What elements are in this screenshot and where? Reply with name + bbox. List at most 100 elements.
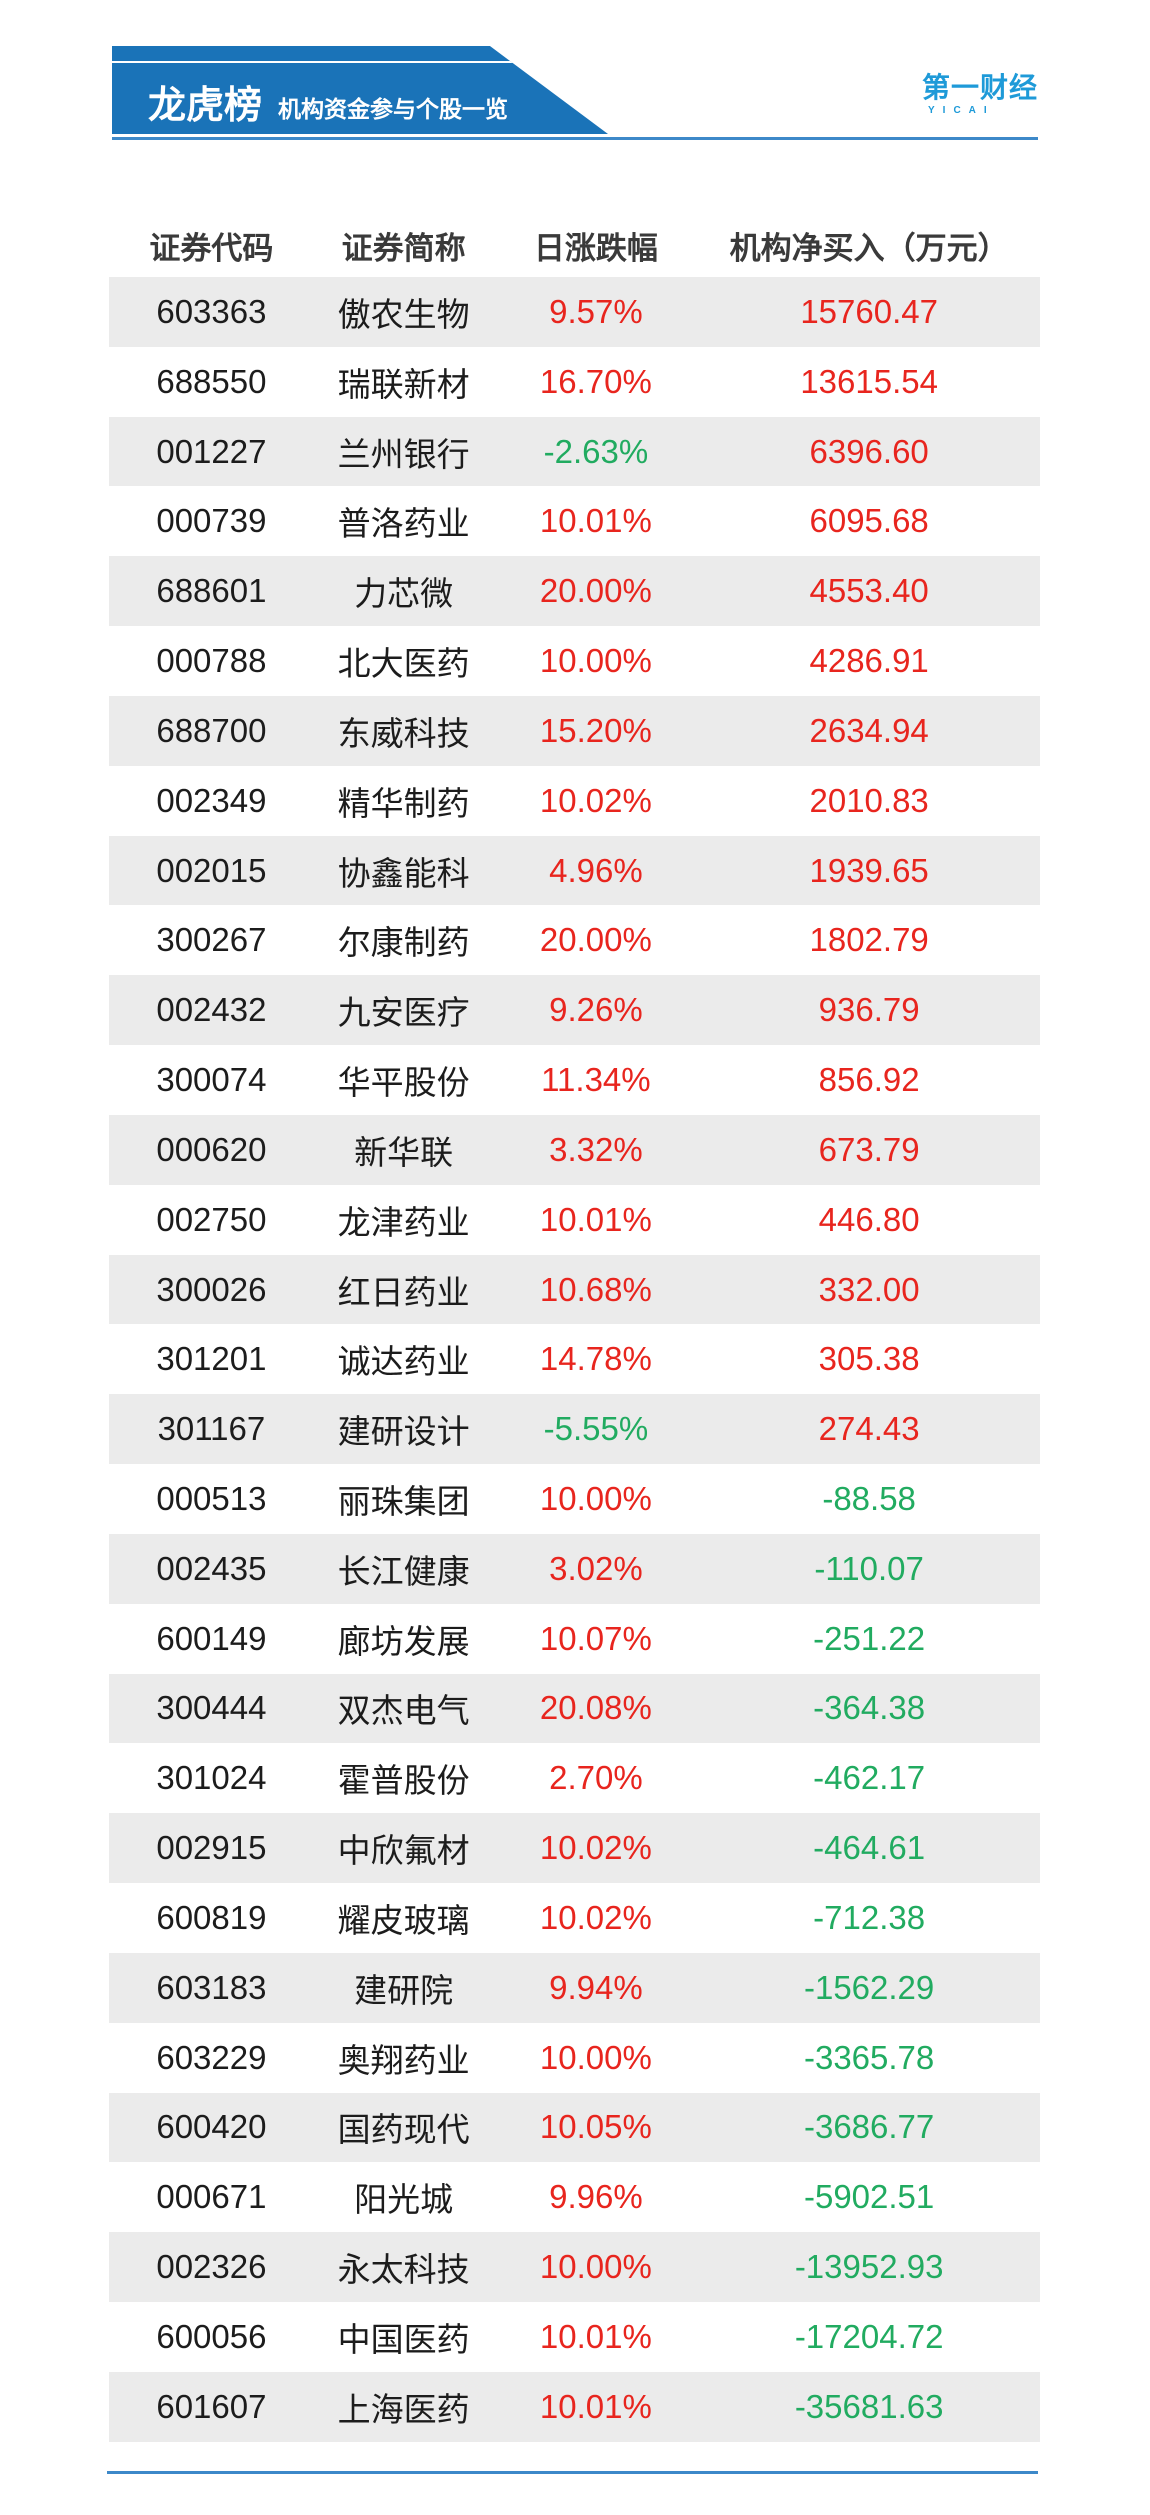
net-buy-cell: -462.17 xyxy=(813,1759,926,1797)
table-row: 000620 新华联 3.32% 673.79 xyxy=(109,1114,1040,1185)
stock-code-cell: 688550 xyxy=(156,362,267,400)
stock-name-cell: 丽珠集团 xyxy=(337,1482,470,1520)
stock-code-cell: 002349 xyxy=(156,781,267,819)
daily-change-cell: 20.08% xyxy=(539,1689,652,1727)
net-buy-cell: -712.38 xyxy=(813,1898,926,1936)
table-row: 301024 霍普股份 2.70% -462.17 xyxy=(109,1743,1040,1813)
stock-code-cell: 002750 xyxy=(156,1200,267,1238)
daily-change-cell: 10.02% xyxy=(539,1898,652,1936)
stock-name-cell: 建研院 xyxy=(354,1971,454,2009)
table-row: 001227 兰州银行 -2.63% 6396.60 xyxy=(109,416,1040,487)
daily-change-cell: 10.02% xyxy=(539,781,652,819)
daily-change-cell: 2.70% xyxy=(549,1759,643,1797)
stock-code-cell: 301024 xyxy=(156,1759,267,1797)
stock-code-cell: 000739 xyxy=(156,502,267,540)
stock-code-cell: 000788 xyxy=(156,642,267,680)
stock-name-cell: 中欣氟材 xyxy=(337,1832,470,1870)
daily-change-cell: 10.01% xyxy=(539,1200,652,1238)
daily-change-cell: 15.20% xyxy=(539,711,652,749)
stock-code-cell: 603229 xyxy=(156,2038,267,2076)
daily-change-cell: 4.96% xyxy=(549,851,643,889)
net-buy-cell: 673.79 xyxy=(818,1130,920,1168)
table-row: 000513 丽珠集团 10.00% -88.58 xyxy=(109,1464,1040,1534)
stock-name-cell: 双杰电气 xyxy=(337,1692,470,1730)
stock-name-cell: 耀皮玻璃 xyxy=(337,1901,470,1939)
table-row: 301167 建研设计 -5.55% 274.43 xyxy=(109,1394,1040,1465)
table-row: 603229 奥翔药业 10.00% -3365.78 xyxy=(109,2023,1040,2093)
stock-code-cell: 300444 xyxy=(156,1689,267,1727)
net-buy-cell: 2010.83 xyxy=(809,781,929,819)
table-row: 688601 力芯微 20.00% 4553.40 xyxy=(109,556,1040,627)
col-header-code: 证券代码 xyxy=(149,230,274,266)
col-header-change: 日涨跌幅 xyxy=(533,230,658,266)
daily-change-cell: 10.01% xyxy=(539,2317,652,2355)
stock-name-cell: 霍普股份 xyxy=(337,1762,470,1800)
stock-code-cell: 600149 xyxy=(156,1619,267,1657)
net-buy-cell: 936.79 xyxy=(818,991,920,1029)
stock-name-cell: 奥翔药业 xyxy=(337,2041,470,2079)
daily-change-cell: 10.01% xyxy=(539,2387,652,2425)
yicai-logo: 第一财经 YICAI xyxy=(922,74,1038,116)
stock-name-cell: 九安医疗 xyxy=(337,994,470,1032)
table-row: 688550 瑞联新材 16.70% 13615.54 xyxy=(109,347,1040,417)
stock-name-cell: 建研设计 xyxy=(337,1413,470,1451)
table-row: 000739 普洛药业 10.01% 6095.68 xyxy=(109,486,1040,556)
table-row: 300026 红日药业 10.68% 332.00 xyxy=(109,1254,1040,1325)
stock-name-cell: 廊坊发展 xyxy=(337,1622,470,1660)
daily-change-cell: 10.00% xyxy=(539,642,652,680)
daily-change-cell: 10.05% xyxy=(539,2108,652,2146)
daily-change-cell: 14.78% xyxy=(539,1340,652,1378)
stock-code-cell: 300267 xyxy=(156,921,267,959)
stock-code-cell: 601607 xyxy=(156,2387,267,2425)
daily-change-cell: 16.70% xyxy=(539,362,652,400)
daily-change-cell: 20.00% xyxy=(539,921,652,959)
stock-code-cell: 002015 xyxy=(156,851,267,889)
table-row: 301201 诚达药业 14.78% 305.38 xyxy=(109,1324,1040,1394)
table-body: 603363 傲农生物 9.57% 15760.47 688550 瑞联新材 1… xyxy=(109,277,1040,2442)
stock-name-cell: 力芯微 xyxy=(354,575,454,613)
table-row: 601607 上海医药 10.01% -35681.63 xyxy=(109,2371,1040,2442)
net-buy-cell: -13952.93 xyxy=(794,2248,944,2286)
stock-code-cell: 301201 xyxy=(156,1340,267,1378)
stock-code-cell: 002915 xyxy=(156,1829,267,1867)
stock-name-cell: 国药现代 xyxy=(337,2111,470,2149)
stock-code-cell: 002432 xyxy=(156,991,267,1029)
table-row: 600149 廊坊发展 10.07% -251.22 xyxy=(109,1604,1040,1674)
top-rule-line xyxy=(112,137,1038,140)
stock-name-cell: 中国医药 xyxy=(337,2320,470,2358)
bottom-rule-line xyxy=(107,2471,1038,2474)
table-row: 603183 建研院 9.94% -1562.29 xyxy=(109,1952,1040,2023)
daily-change-cell: -2.63% xyxy=(543,432,649,470)
table-row: 002326 永太科技 10.00% -13952.93 xyxy=(109,2232,1040,2303)
stock-name-cell: 精华制药 xyxy=(337,784,470,822)
table-row: 300444 双杰电气 20.08% -364.38 xyxy=(109,1673,1040,1744)
table-header-row: 证券代码 证券简称 日涨跌幅 机构净买入（万元） xyxy=(109,213,1040,277)
col-header-net-buy: 机构净买入（万元） xyxy=(729,230,1009,266)
stock-code-cell: 301167 xyxy=(157,1410,266,1448)
stock-code-cell: 300026 xyxy=(156,1270,267,1308)
daily-change-cell: 10.07% xyxy=(539,1619,652,1657)
table-row: 600420 国药现代 10.05% -3686.77 xyxy=(109,2092,1040,2163)
net-buy-cell: 1802.79 xyxy=(809,921,929,959)
table-row: 002750 龙津药业 10.01% 446.80 xyxy=(109,1185,1040,1255)
title-banner: 龙虎榜 机构资金参与个股一览 xyxy=(112,46,608,134)
yicai-logo-subtext: YICAI xyxy=(928,105,995,116)
net-buy-cell: 2634.94 xyxy=(809,711,929,749)
stock-name-cell: 东威科技 xyxy=(337,714,470,752)
table-row: 000671 阳光城 9.96% -5902.51 xyxy=(109,2162,1040,2232)
net-buy-cell: 332.00 xyxy=(818,1270,920,1308)
daily-change-cell: 11.34% xyxy=(541,1061,651,1099)
stock-code-cell: 688700 xyxy=(156,711,267,749)
net-buy-cell: 13615.54 xyxy=(800,362,938,400)
net-buy-cell: 274.43 xyxy=(818,1410,920,1448)
stock-name-cell: 北大医药 xyxy=(337,645,470,683)
table-row: 002435 长江健康 3.02% -110.07 xyxy=(109,1533,1040,1604)
col-header-name: 证券简称 xyxy=(341,230,466,266)
net-buy-cell: 4286.91 xyxy=(809,642,929,680)
table-row: 300267 尔康制药 20.00% 1802.79 xyxy=(109,905,1040,975)
stock-code-cell: 001227 xyxy=(156,432,267,470)
stock-code-cell: 600056 xyxy=(156,2317,267,2355)
net-buy-cell: -1562.29 xyxy=(803,1968,935,2006)
stock-name-cell: 协鑫能科 xyxy=(337,854,470,892)
daily-change-cell: 3.02% xyxy=(549,1549,643,1587)
